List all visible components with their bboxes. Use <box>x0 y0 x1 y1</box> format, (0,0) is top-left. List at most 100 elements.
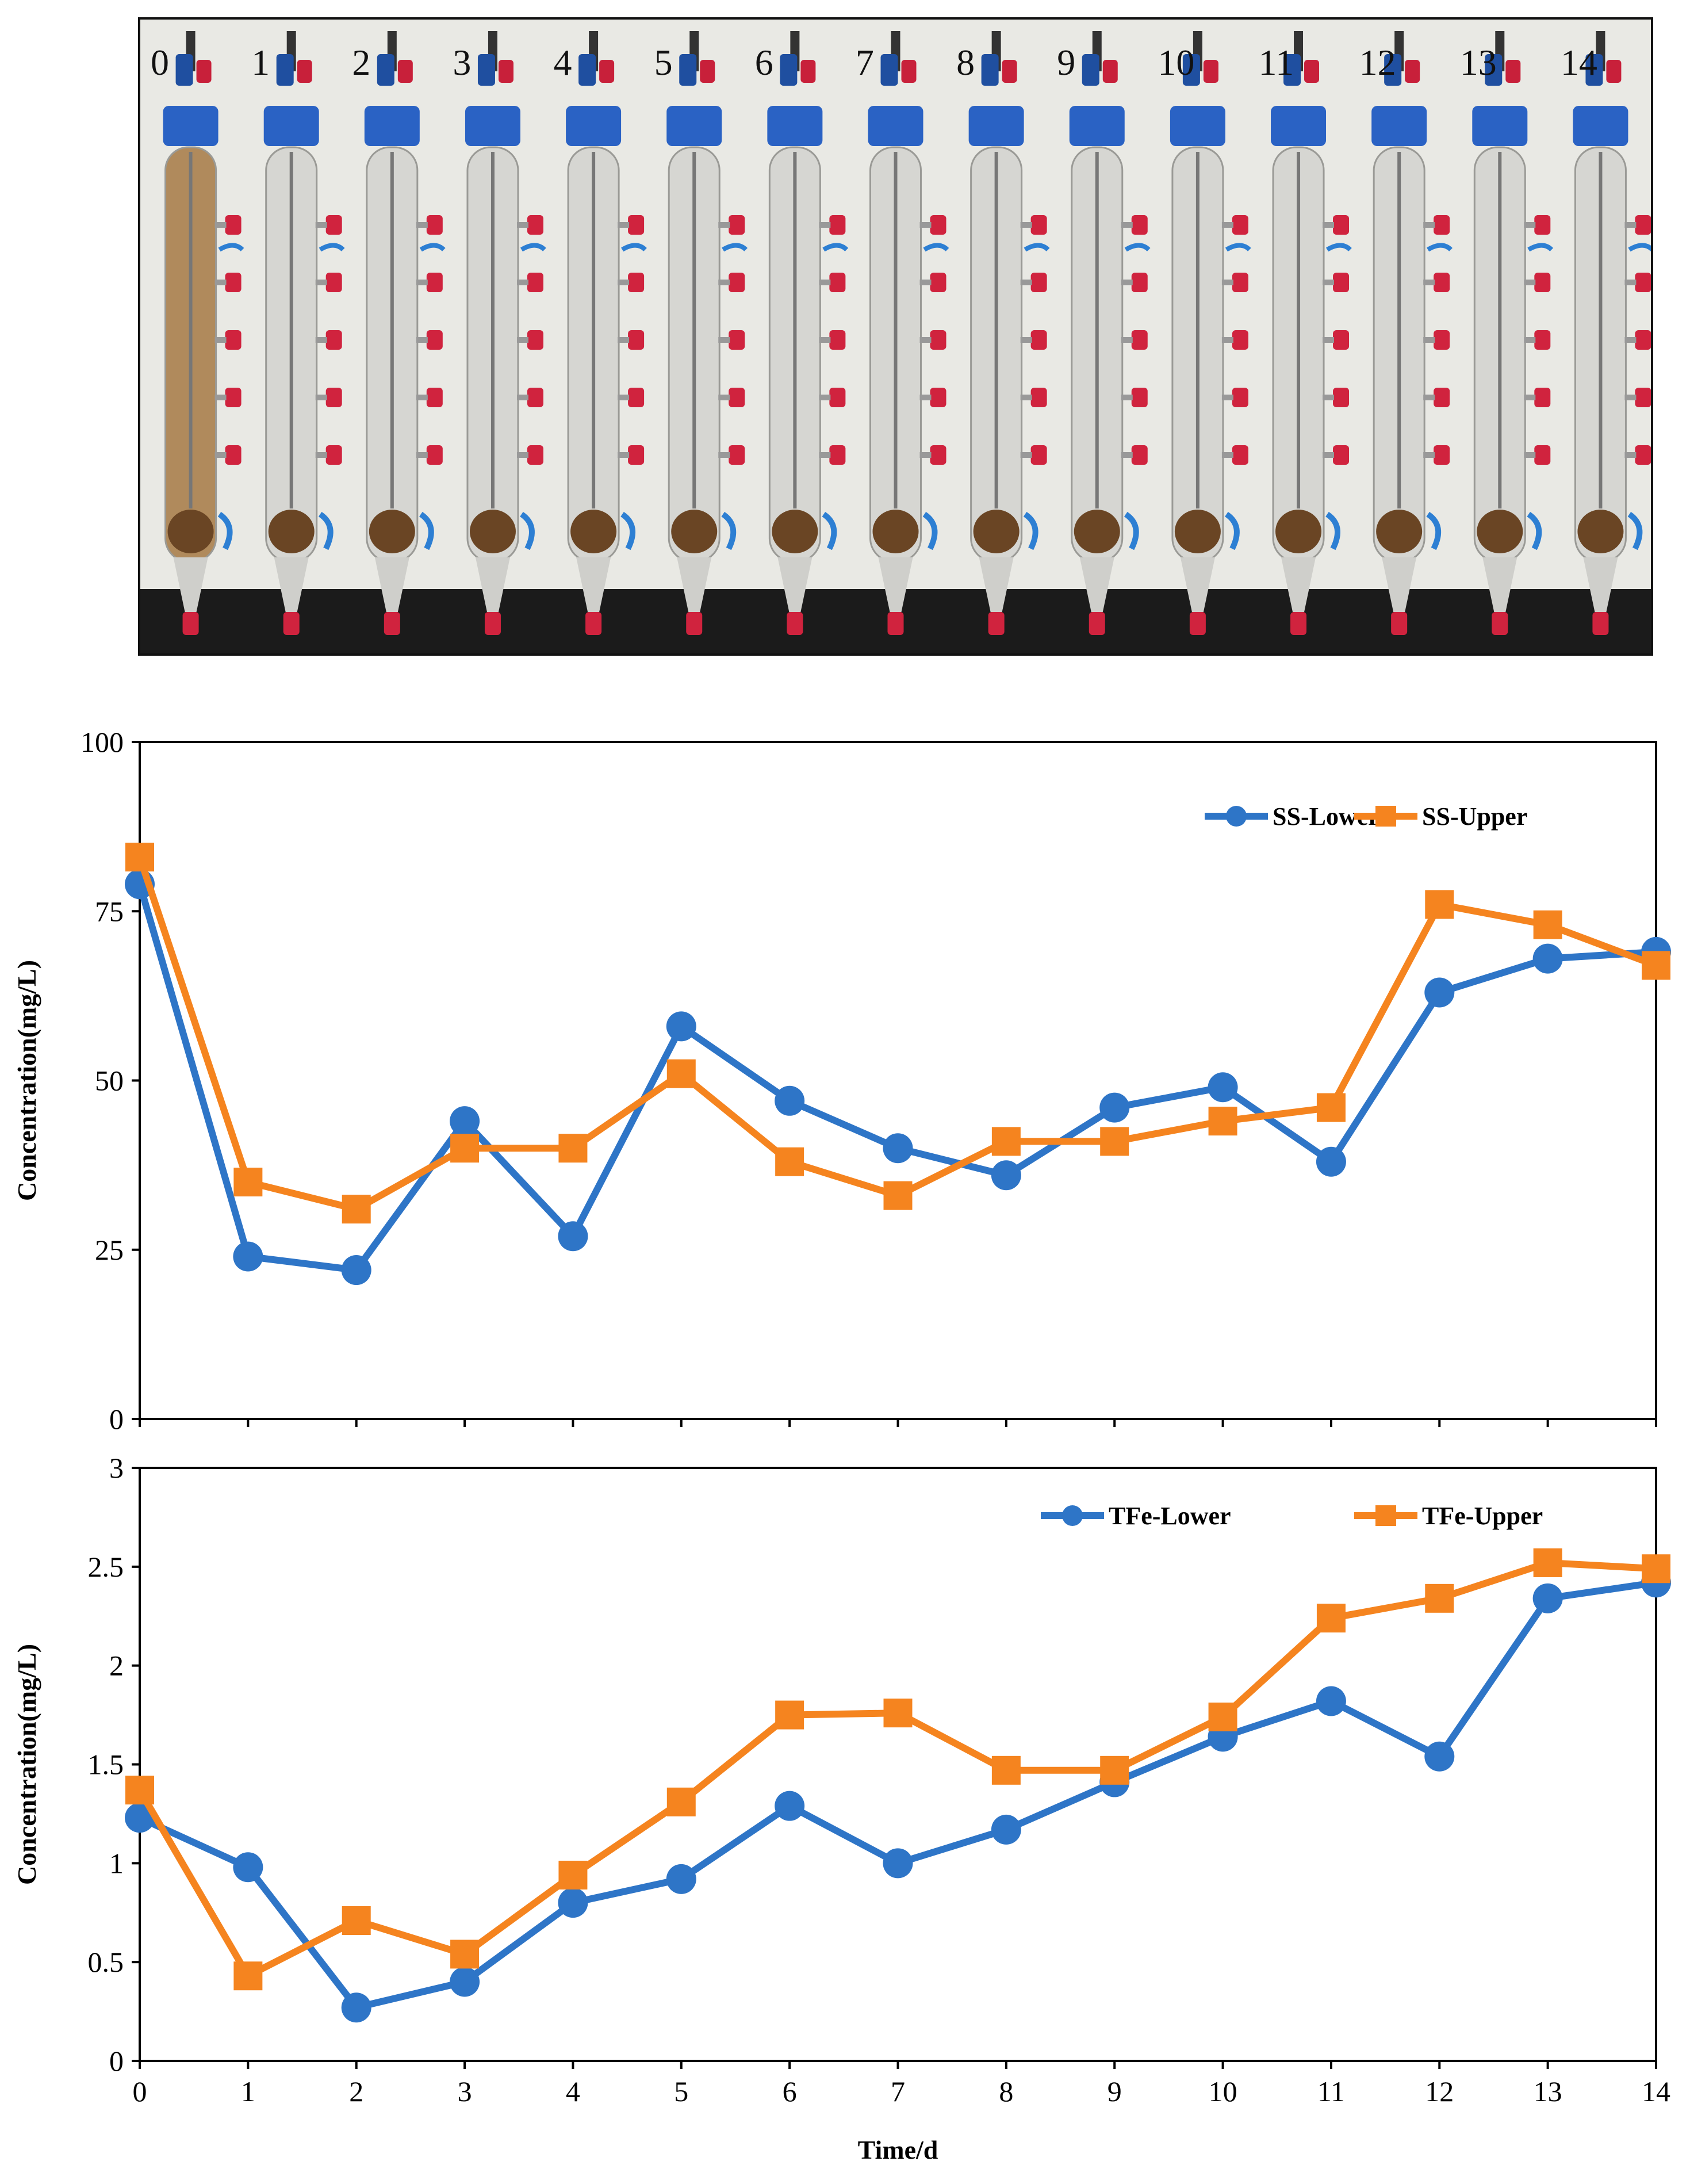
data-point <box>341 1255 371 1286</box>
column-label-3: 3 <box>453 42 472 83</box>
blue-valve-icon <box>981 54 999 86</box>
reactor-column-8 <box>968 31 1050 635</box>
x-tick-label: 12 <box>1425 2075 1454 2107</box>
sampling-port-icon <box>1534 330 1551 350</box>
sediment-layer <box>1275 510 1322 553</box>
data-point <box>883 1133 913 1164</box>
tube-icon <box>1627 511 1643 550</box>
x-tick-label: 0 <box>133 2075 147 2107</box>
outlet-cap-icon <box>887 612 904 635</box>
reactor-column-4 <box>566 31 647 635</box>
red-cap-icon <box>196 60 212 83</box>
chart-1: 0 25 50 75 100 Concentration(mg/L) SS-Lower SS-… <box>12 726 1671 1435</box>
y-tick-label: 0 <box>109 1403 124 1435</box>
reactor-column-13 <box>1472 31 1554 635</box>
sampling-port-icon <box>1434 388 1450 407</box>
outlet-cap-icon <box>686 612 703 635</box>
sampling-port-icon <box>1232 445 1248 465</box>
x-tick-label: 7 <box>891 2075 905 2107</box>
plot-frame <box>139 741 1657 1420</box>
column-label-14: 14 <box>1560 42 1597 83</box>
sampling-port-icon <box>1131 215 1148 235</box>
data-point <box>1425 890 1454 919</box>
sampling-port-icon <box>829 273 846 292</box>
sampling-port-icon <box>729 215 745 235</box>
reactor-column-12 <box>1371 31 1453 635</box>
column-label-11: 11 <box>1258 42 1294 83</box>
data-point <box>1100 1127 1129 1156</box>
sampling-port-icon <box>1635 273 1651 292</box>
data-point <box>666 1864 696 1894</box>
sampling-port-icon <box>1534 273 1551 292</box>
sampling-port-icon <box>1232 388 1248 407</box>
x-tick-label: 1 <box>241 2075 255 2107</box>
sampling-port-icon <box>829 445 846 465</box>
sampling-port-icon <box>225 388 242 407</box>
red-cap-icon <box>1002 60 1017 83</box>
x-tick-label: 10 <box>1209 2075 1237 2107</box>
sampling-port-icon <box>729 388 745 407</box>
sampling-port-icon <box>628 388 645 407</box>
sampling-port-icon <box>325 215 342 235</box>
sediment-layer <box>671 510 718 553</box>
y-tick-label: 100 <box>81 726 124 758</box>
sampling-port-icon <box>225 445 242 465</box>
outlet-cap-icon <box>787 612 803 635</box>
reactor-column-5 <box>666 31 748 635</box>
y-tick-label: 0 <box>109 2045 124 2077</box>
series-SS-Upper <box>125 843 1670 1224</box>
reactor-column-3 <box>465 31 546 635</box>
x-tick-label: 8 <box>999 2075 1013 2107</box>
sampling-port-icon <box>729 445 745 465</box>
data-point <box>1316 1604 1346 1633</box>
y-tick-label: 2.5 <box>88 1551 124 1583</box>
sediment-layer <box>1074 510 1120 553</box>
column-label-10: 10 <box>1158 42 1195 83</box>
tube-icon <box>1224 511 1240 550</box>
column-label-8: 8 <box>956 42 975 83</box>
tube-icon <box>922 511 938 550</box>
data-point <box>1642 951 1670 980</box>
sampling-port-icon <box>1434 215 1450 235</box>
data-point <box>1533 1548 1562 1577</box>
sampling-port-icon <box>1635 330 1651 350</box>
data-point <box>883 1848 913 1879</box>
data-point <box>450 1106 480 1137</box>
sampling-port-icon <box>1333 273 1350 292</box>
red-cap-icon <box>599 60 615 83</box>
sampling-port-icon <box>225 215 242 235</box>
tube-icon <box>1325 511 1340 550</box>
sampling-port-icon <box>930 330 946 350</box>
data-point <box>558 1221 588 1252</box>
data-point <box>1316 1146 1346 1177</box>
data-point <box>1316 1093 1346 1122</box>
sediment-layer <box>369 510 415 553</box>
sampling-port-icon <box>325 330 342 350</box>
sampling-port-icon <box>1131 445 1148 465</box>
tube-icon <box>1527 511 1542 550</box>
tube-icon <box>1426 511 1442 550</box>
x-tick-label: 14 <box>1642 2075 1670 2107</box>
outlet-cap-icon <box>1189 612 1206 635</box>
blue-valve-icon <box>1384 54 1402 86</box>
legend-label: TFe-Lower <box>1109 1502 1231 1530</box>
tube-icon <box>620 511 636 550</box>
blue-valve-icon <box>1485 54 1503 86</box>
sediment-layer <box>973 510 1020 553</box>
sampling-port-icon <box>1232 215 1248 235</box>
sampling-port-icon <box>1534 388 1551 407</box>
reactor-column-11 <box>1271 31 1352 635</box>
sampling-port-icon <box>1635 388 1651 407</box>
blue-valve-icon <box>1283 54 1301 86</box>
data-point <box>558 1860 588 1890</box>
column-cap-icon <box>1170 106 1225 146</box>
column-label-6: 6 <box>754 42 773 83</box>
blue-valve-icon <box>1182 54 1200 86</box>
sampling-port-icon <box>426 330 443 350</box>
column-label-9: 9 <box>1057 42 1076 83</box>
sampling-port-icon <box>729 330 745 350</box>
red-cap-icon <box>901 60 917 83</box>
y-tick-label: 0.5 <box>88 1946 124 1978</box>
data-point <box>341 1992 371 2023</box>
x-tick-label: 5 <box>674 2075 688 2107</box>
